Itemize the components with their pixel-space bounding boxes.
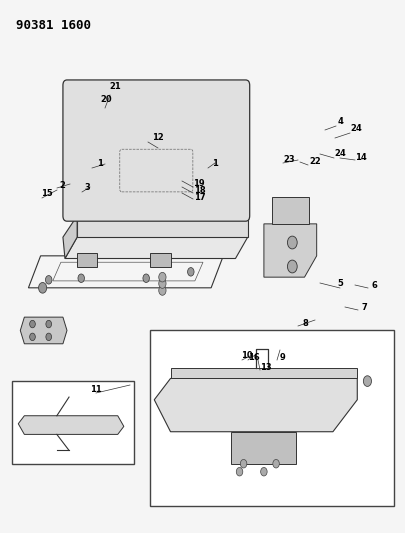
Bar [150,330,393,506]
Polygon shape [65,237,247,259]
Circle shape [30,320,35,328]
Polygon shape [20,317,67,344]
Text: 24: 24 [349,125,361,133]
Circle shape [78,274,84,282]
Text: 6: 6 [370,280,376,289]
Circle shape [287,236,296,249]
Text: 8: 8 [301,319,307,327]
Text: 24: 24 [333,149,345,158]
Text: 21: 21 [109,83,121,92]
Circle shape [30,333,35,341]
Text: 1: 1 [97,159,103,168]
Text: 19: 19 [193,179,204,188]
Circle shape [287,260,296,273]
Text: 12: 12 [152,133,164,142]
Polygon shape [154,378,356,432]
Polygon shape [231,432,296,464]
Text: 7: 7 [360,303,366,311]
Text: 22: 22 [308,157,320,166]
Text: 10: 10 [241,351,252,360]
Text: 23: 23 [283,156,294,165]
Circle shape [46,320,51,328]
Text: 15: 15 [41,190,53,198]
Circle shape [240,459,246,468]
Circle shape [45,276,52,284]
Text: 90381 1600: 90381 1600 [16,19,91,31]
Polygon shape [170,368,356,378]
Polygon shape [63,216,77,259]
Circle shape [143,274,149,282]
Text: 1: 1 [211,158,217,167]
Bar [12,381,134,464]
Text: 16: 16 [247,352,259,361]
Polygon shape [271,197,308,224]
Circle shape [362,376,371,386]
Polygon shape [150,253,170,266]
Circle shape [38,282,47,293]
Circle shape [272,459,279,468]
Circle shape [46,333,51,341]
Text: 5: 5 [336,279,342,288]
Text: 20: 20 [100,95,111,104]
Text: 4: 4 [337,117,343,126]
Polygon shape [18,416,124,434]
Text: 18: 18 [194,185,205,195]
Circle shape [260,467,266,476]
Polygon shape [77,253,97,266]
Circle shape [187,268,194,276]
Text: 3: 3 [84,183,90,192]
Polygon shape [263,224,316,277]
Text: 13: 13 [260,362,271,372]
FancyBboxPatch shape [63,80,249,221]
Text: 17: 17 [194,192,205,201]
Circle shape [158,272,166,282]
Circle shape [158,286,166,295]
Text: 11: 11 [90,385,102,394]
Polygon shape [77,216,247,237]
Circle shape [158,279,166,288]
Text: 2: 2 [59,181,65,190]
Circle shape [236,467,242,476]
Text: 9: 9 [279,353,285,362]
Text: 14: 14 [354,152,366,161]
